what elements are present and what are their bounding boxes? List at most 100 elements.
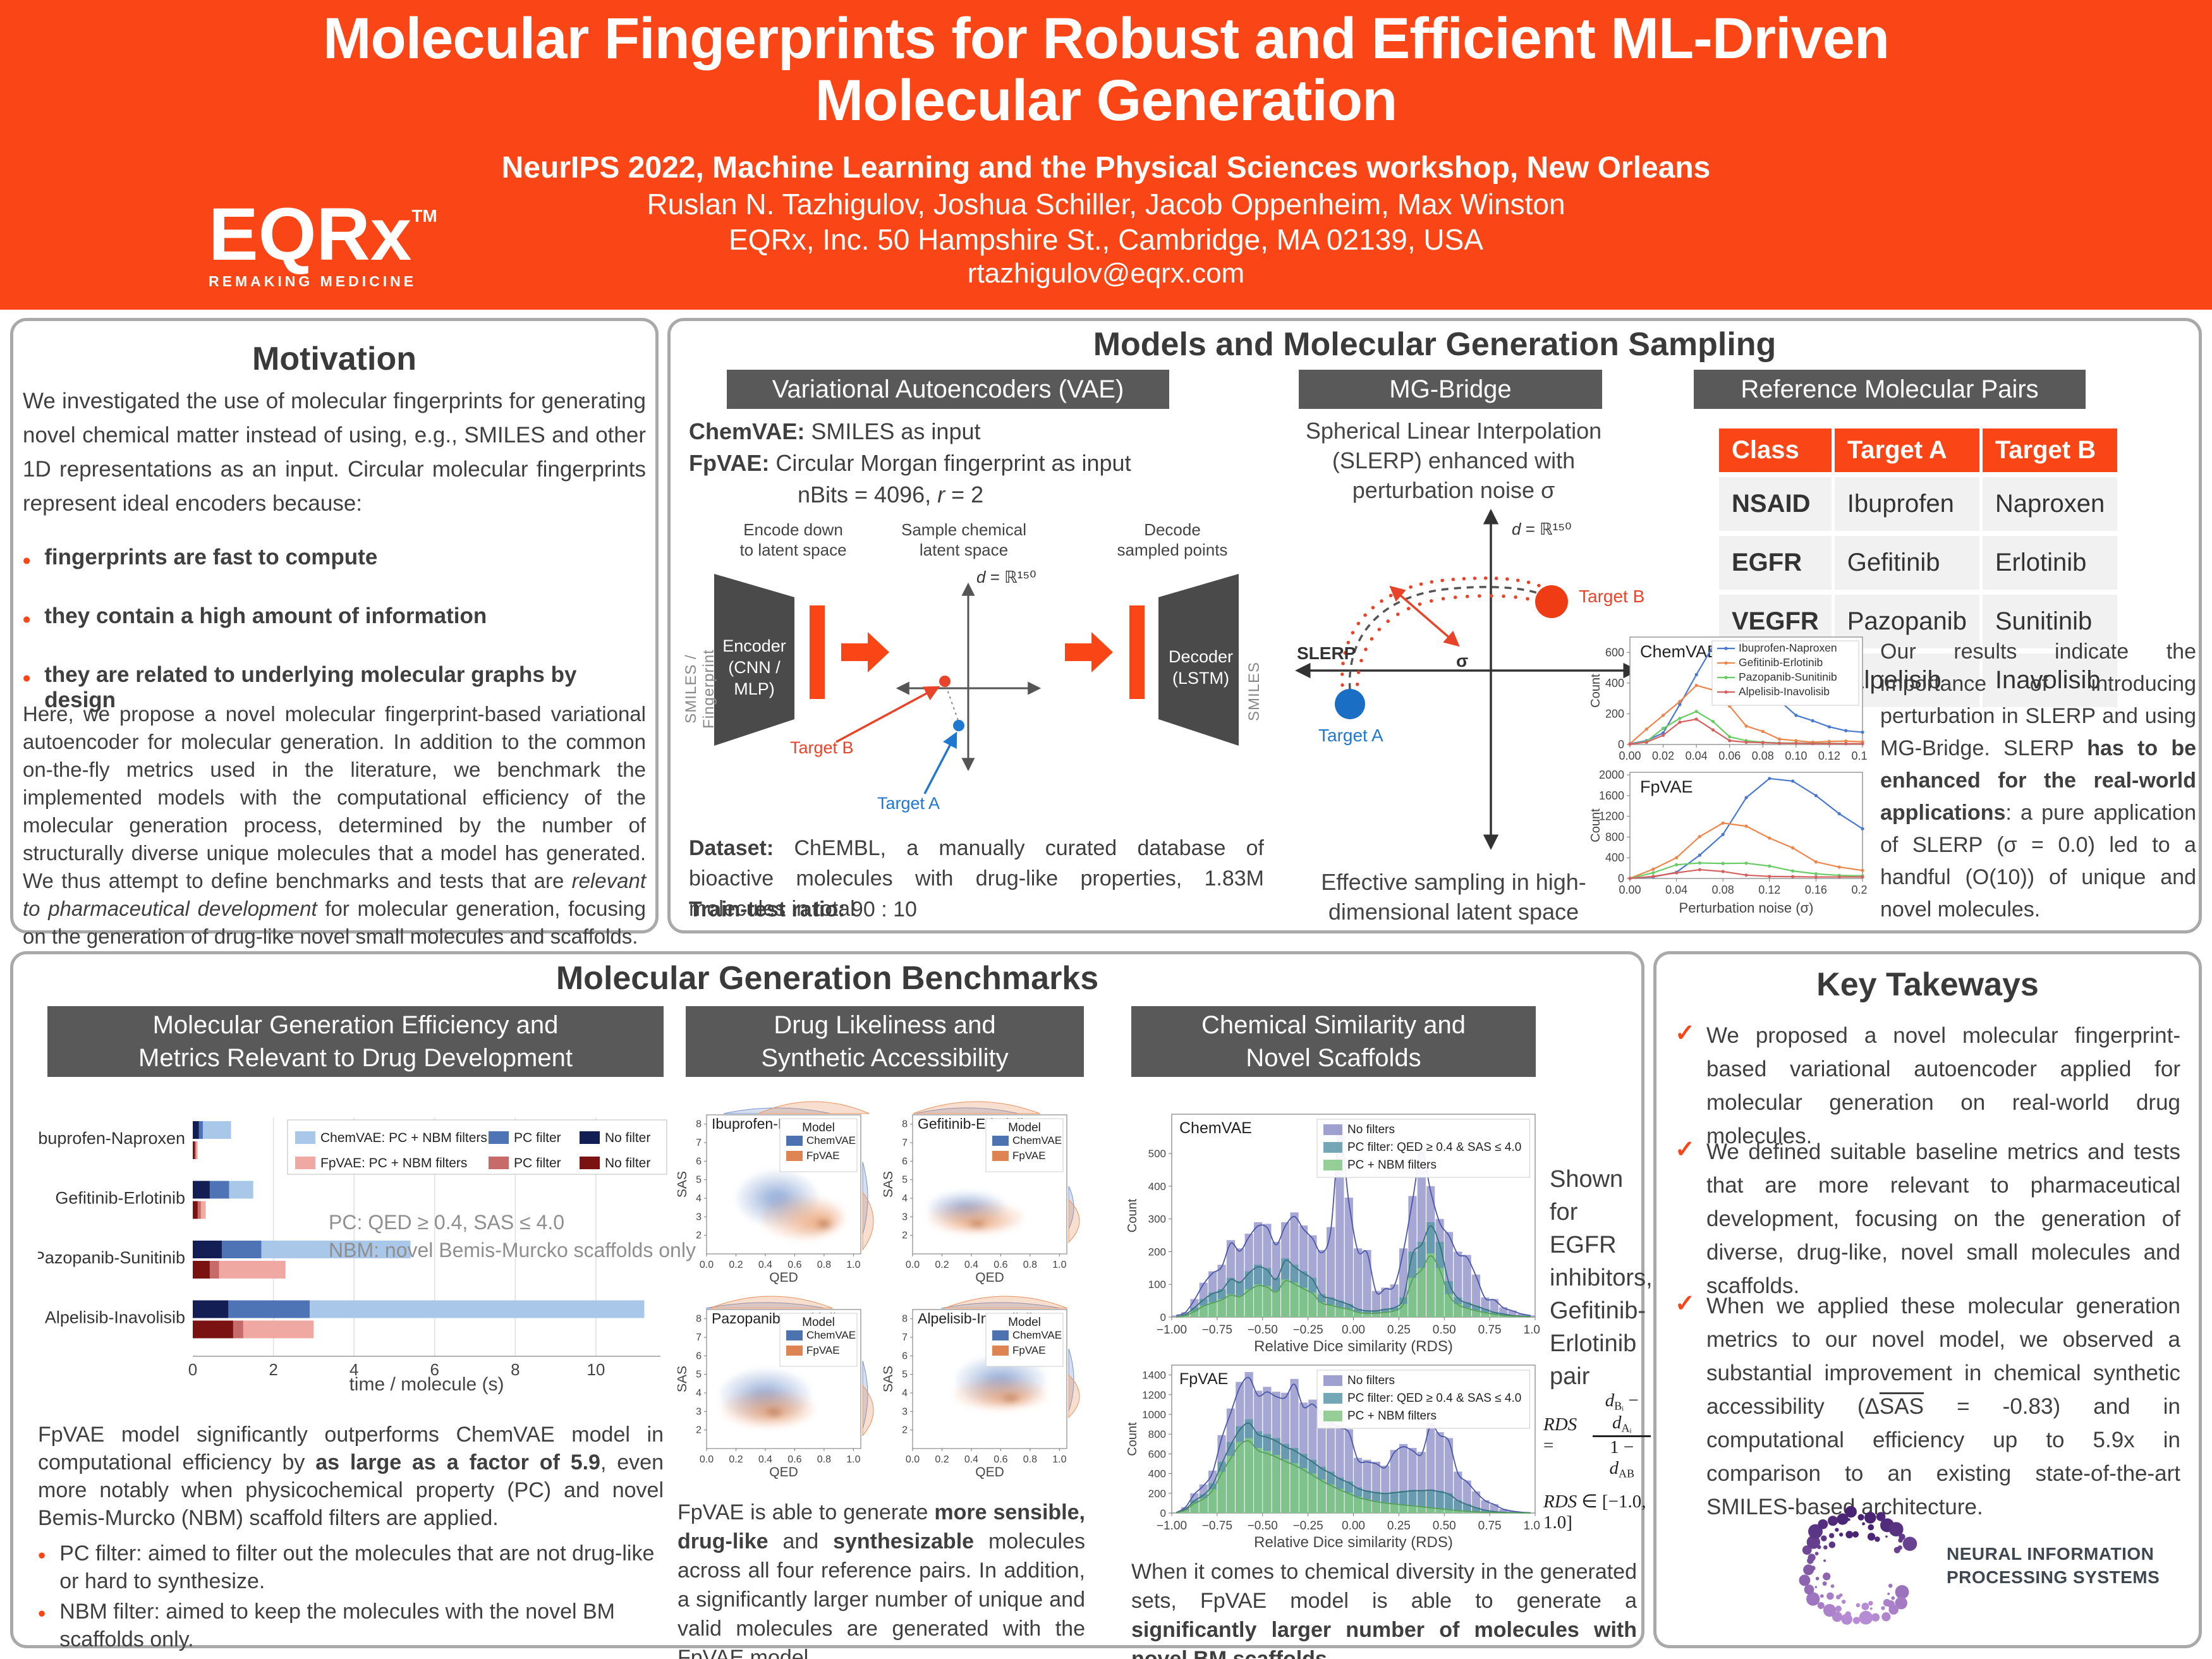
svg-text:Relative Dice similarity (RDS): Relative Dice similarity (RDS) [1254, 1534, 1453, 1551]
table-cell: Sunitinib [1981, 590, 2121, 651]
mgbridge-section-header: MG-Bridge [1299, 370, 1602, 409]
fpvae-noise-chart: 0.00 0.04 0.08 0.12 0.16 0.20 0 400 800 1200 1600 2… [1589, 767, 1874, 919]
bullet-dot-icon: • [38, 1543, 46, 1568]
svg-text:1.00: 1.00 [1524, 1519, 1540, 1533]
svg-text:0.04: 0.04 [1665, 884, 1687, 896]
svg-text:7: 7 [902, 1138, 908, 1148]
svg-text:3: 3 [902, 1406, 908, 1417]
formula-lhs: RDS = [1543, 1414, 1577, 1456]
qed-sas-plot-alpelisib-inavolisib: 0.0 0.2 0.4 0.6 0.8 1.0 2 3 4 5 6 7 8 QED SAS Alpelisib… [881, 1293, 1085, 1481]
svg-text:Model: Model [1008, 1316, 1041, 1329]
takeaways-panel [1653, 951, 2202, 1648]
svg-text:0.00: 0.00 [1619, 750, 1641, 762]
svg-text:Model: Model [1008, 1121, 1041, 1134]
svg-text:FpVAE: FpVAE [806, 1150, 840, 1162]
likeliness-caption: FpVAE is able to generate more sensible,… [678, 1500, 1086, 1659]
table-header-cell: Target B [1981, 428, 2121, 475]
slerp-label: SLERP [1297, 643, 1356, 663]
svg-text:Model: Model [802, 1121, 835, 1134]
svg-text:Ibuprofen-Naproxen: Ibuprofen-Naproxen [38, 1129, 185, 1148]
step-label-decode: Decode sampled points [1117, 520, 1228, 559]
svg-text:Count: Count [1589, 674, 1603, 708]
svg-text:0.2: 0.2 [729, 1454, 743, 1465]
svg-text:7: 7 [696, 1332, 702, 1343]
svg-text:Count: Count [1589, 808, 1603, 842]
svg-text:400: 400 [1148, 1468, 1166, 1480]
bullet-dot-icon: • [38, 1601, 46, 1626]
checkmark-icon: ✓ [1675, 1020, 1695, 1047]
svg-text:time / molecule (s): time / molecule (s) [349, 1374, 504, 1395]
svg-text:ChemVAE: ChemVAE [1640, 642, 1718, 661]
vae-output-label: SMILES [1246, 661, 1263, 722]
svg-text:QED: QED [769, 1465, 798, 1480]
svg-text:FpVAE: FpVAE [1012, 1344, 1046, 1356]
takeaway-1: ✓ We proposed a novel molecular fingerpri… [1675, 1019, 2180, 1153]
similarity-section-header: Chemical Similarity and Novel Scaffolds [1131, 1006, 1536, 1077]
mgbridge-caption: Effective sampling in high- dimensional … [1321, 869, 1586, 925]
svg-text:Model: Model [802, 1316, 835, 1329]
svg-text:0.75: 0.75 [1478, 1519, 1502, 1533]
svg-text:0.2: 0.2 [935, 1260, 949, 1270]
svg-text:0.8: 0.8 [817, 1454, 831, 1465]
svg-text:0.00: 0.00 [1342, 1323, 1365, 1337]
svg-text:0.8: 0.8 [1023, 1260, 1037, 1270]
svg-text:0.6: 0.6 [787, 1260, 801, 1270]
reference-pairs-table: Class Target A Target B NSAID Ibuprofen Napr… [1719, 428, 2121, 707]
svg-text:200: 200 [1148, 1246, 1166, 1258]
bullet-text: NBM filter: aimed to keep the molecules … [59, 1600, 615, 1651]
efficiency-bar-chart: 0 2 4 6 8 10 time / molecule (s) Ibuprofen-Napr… [33, 1114, 670, 1398]
svg-text:400: 400 [1605, 677, 1624, 690]
svg-text:0: 0 [1160, 1507, 1166, 1519]
svg-text:ChemVAE: ChemVAE [806, 1329, 856, 1341]
vae-section-header: Variational Autoencoders (VAE) [727, 370, 1169, 409]
svg-text:6: 6 [430, 1360, 439, 1379]
svg-text:Alpelisib-Inavolisib: Alpelisib-Inavolisib [45, 1308, 185, 1327]
svg-text:1.0: 1.0 [846, 1260, 860, 1270]
svg-text:−0.25: −0.25 [1293, 1323, 1323, 1337]
svg-text:800: 800 [1605, 830, 1624, 843]
svg-text:Pazopanib-Sunitinib: Pazopanib-Sunitinib [38, 1248, 185, 1267]
svg-text:1.0: 1.0 [1052, 1260, 1066, 1270]
svg-text:6: 6 [902, 1351, 908, 1361]
bullet-dot-icon: • [23, 607, 31, 632]
svg-text:PC filter: QED ≥ 0.4 & SAS ≤ 4: PC filter: QED ≥ 0.4 & SAS ≤ 4.0 [1347, 1392, 1521, 1405]
svg-text:No filter: No filter [605, 1156, 650, 1170]
svg-text:0.4: 0.4 [758, 1260, 772, 1270]
svg-text:4: 4 [902, 1193, 908, 1204]
svg-text:0.2: 0.2 [935, 1454, 949, 1465]
svg-text:0.0: 0.0 [906, 1260, 920, 1270]
svg-text:4: 4 [696, 1193, 702, 1204]
svg-text:1.0: 1.0 [1052, 1454, 1066, 1465]
svg-text:0.10: 0.10 [1785, 750, 1807, 762]
step-label-encode: Encode down to latent space [739, 520, 847, 559]
svg-text:0: 0 [1160, 1311, 1166, 1323]
svg-text:8: 8 [902, 1119, 908, 1130]
poster-authors: Ruslan N. Tazhigulov, Joshua Schiller, J… [647, 188, 1565, 221]
svg-text:200: 200 [1605, 707, 1624, 720]
svg-text:2: 2 [269, 1360, 277, 1379]
target-a-label: Target A [877, 794, 940, 813]
eqrx-logo-tagline: REMAKING MEDICINE [209, 273, 417, 289]
svg-text:PC + NBM filters: PC + NBM filters [1347, 1409, 1437, 1423]
poster-subtitle: NeurIPS 2022, Machine Learning and the P… [501, 151, 1711, 185]
svg-text:1.00: 1.00 [1524, 1323, 1540, 1337]
motivation-paragraph-2: Here, we propose a novel molecular finge… [23, 702, 646, 948]
mgbridge-diagram [1289, 501, 1643, 858]
qed-sas-plot-gefitinib-erlotinib: 0.0 0.2 0.4 0.6 0.8 1.0 2 3 4 5 6 7 8 QED SAS Gefitinib… [881, 1098, 1085, 1287]
svg-text:Ibuprofen-Naproxen: Ibuprofen-Naproxen [1739, 641, 1837, 654]
svg-text:−0.50: −0.50 [1248, 1323, 1278, 1337]
refpairs-section-header: Reference Molecular Pairs [1694, 370, 2086, 409]
svg-text:2: 2 [902, 1425, 908, 1436]
sigma-label: σ [1456, 651, 1469, 671]
svg-text:2000: 2000 [1599, 769, 1624, 781]
svg-text:1200: 1200 [1599, 810, 1624, 823]
svg-text:0.00: 0.00 [1619, 884, 1641, 896]
decoder-label: Decoder (LSTM) [1168, 647, 1234, 688]
models-title: Models and Molecular Generation Sampling [1093, 326, 1777, 363]
svg-text:No filter: No filter [605, 1131, 650, 1145]
header-banner: Molecular Fingerprints for Robust and Ef… [0, 0, 2212, 310]
rds-chemvae-histogram: −1.00 −0.75 −0.50 −0.25 0.00 0.25 0.50 0.75 1.0 0… [1126, 1109, 1547, 1359]
svg-text:Gefitinib-Erlotinib: Gefitinib-Erlotinib [1739, 656, 1823, 669]
svg-text:−1.00: −1.00 [1157, 1323, 1187, 1337]
svg-text:6: 6 [902, 1156, 908, 1167]
